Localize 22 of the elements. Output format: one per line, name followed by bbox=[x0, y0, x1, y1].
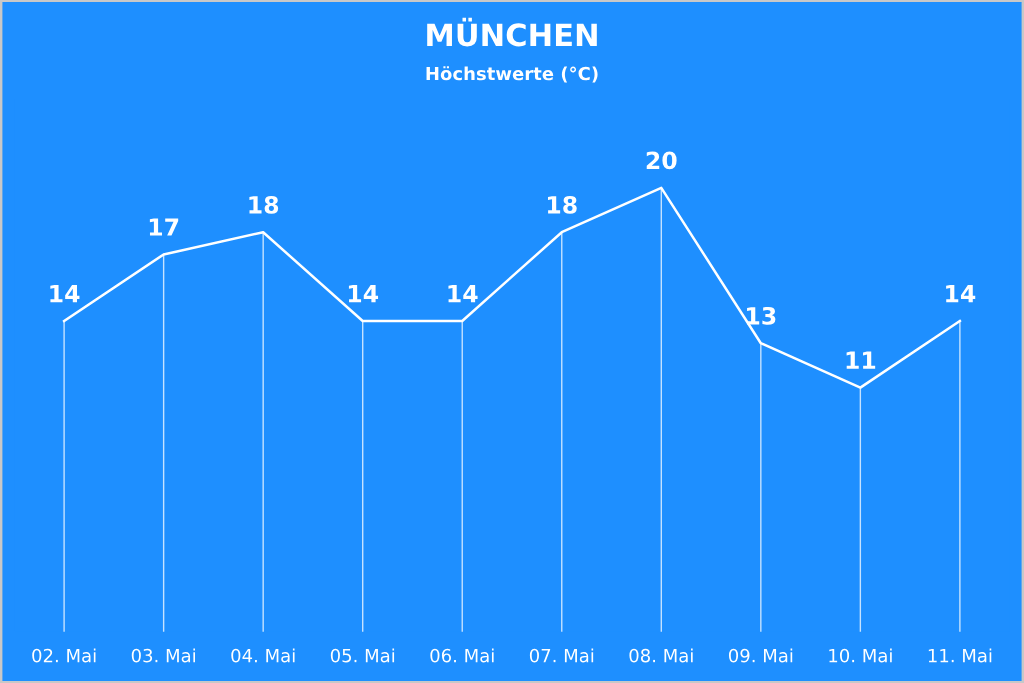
data-label: 18 bbox=[548, 195, 577, 214]
x-tick-label: 02. Mai bbox=[32, 648, 96, 663]
data-label: 13 bbox=[747, 306, 776, 325]
x-tick-label: 05. Mai bbox=[330, 648, 395, 663]
data-label: 18 bbox=[249, 195, 279, 214]
x-tick-label: 09. Mai bbox=[728, 648, 793, 663]
data-label: 14 bbox=[348, 285, 379, 303]
x-tick-label: 06. Mai bbox=[430, 648, 494, 663]
data-label: 14 bbox=[448, 285, 478, 303]
data-label: 14 bbox=[50, 285, 80, 303]
x-tick-label: 11. Mai bbox=[928, 648, 992, 663]
data-label: 20 bbox=[646, 151, 677, 170]
x-tick-label: 03. Mai bbox=[131, 648, 195, 663]
chart-subtitle: Höchstwerte (°C) bbox=[426, 66, 598, 83]
x-tick-label: 07. Mai bbox=[529, 648, 594, 663]
chart-title: MÜNCHEN bbox=[427, 17, 597, 47]
data-label: 17 bbox=[149, 218, 179, 236]
x-tick-label: 04. Mai bbox=[231, 648, 295, 663]
x-tick-label: 08. Mai bbox=[629, 648, 693, 663]
data-label: 11 bbox=[846, 351, 876, 369]
x-tick-label: 10. Mai bbox=[829, 648, 892, 663]
data-label: 14 bbox=[946, 285, 976, 303]
